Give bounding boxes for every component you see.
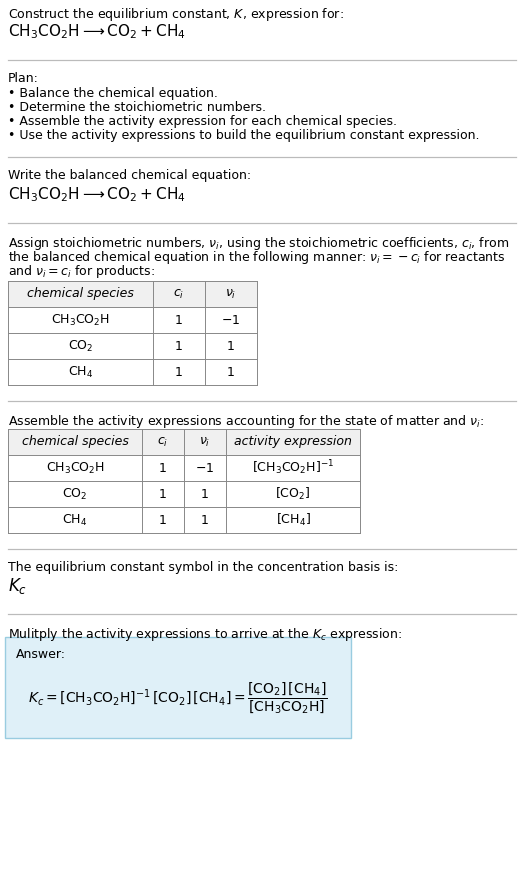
Text: and $\nu_i = c_i$ for products:: and $\nu_i = c_i$ for products: [8, 263, 155, 280]
Text: $\mathrm{CH_3CO_2H}$: $\mathrm{CH_3CO_2H}$ [51, 313, 110, 328]
Text: • Use the activity expressions to build the equilibrium constant expression.: • Use the activity expressions to build … [8, 129, 479, 142]
Bar [8, 429, 360, 455]
Text: • Assemble the activity expression for each chemical species.: • Assemble the activity expression for e… [8, 115, 397, 128]
Text: $K_c = [\mathrm{CH_3CO_2H}]^{-1}\,[\mathrm{CO_2}]\,[\mathrm{CH_4}] = \dfrac{[\ma: $K_c = [\mathrm{CH_3CO_2H}]^{-1}\,[\math… [28, 681, 328, 715]
Bar [8, 281, 257, 307]
Text: $[\mathrm{CH_3CO_2H}]^{-1}$: $[\mathrm{CH_3CO_2H}]^{-1}$ [252, 459, 334, 478]
Text: $\mathrm{CO_2}$: $\mathrm{CO_2}$ [68, 339, 93, 354]
Text: Assign stoichiometric numbers, $\nu_i$, using the stoichiometric coefficients, $: Assign stoichiometric numbers, $\nu_i$, … [8, 235, 509, 252]
Text: $[\mathrm{CO_2}]$: $[\mathrm{CO_2}]$ [275, 486, 311, 502]
Text: $K_c$: $K_c$ [8, 576, 27, 596]
Text: $\mathrm{CH_4}$: $\mathrm{CH_4}$ [62, 512, 88, 527]
Text: Write the balanced chemical equation:: Write the balanced chemical equation: [8, 169, 251, 182]
Text: the balanced chemical equation in the following manner: $\nu_i = -c_i$ for react: the balanced chemical equation in the fo… [8, 249, 506, 266]
Text: $[\mathrm{CH_4}]$: $[\mathrm{CH_4}]$ [276, 512, 310, 528]
Text: Answer:: Answer: [16, 648, 66, 661]
Text: 1: 1 [175, 365, 183, 379]
Text: $\mathrm{CO_2}$: $\mathrm{CO_2}$ [62, 486, 88, 502]
Text: Mulitply the activity expressions to arrive at the $K_c$ expression:: Mulitply the activity expressions to arr… [8, 626, 402, 643]
Text: 1: 1 [227, 339, 235, 353]
Text: Assemble the activity expressions accounting for the state of matter and $\nu_i$: Assemble the activity expressions accoun… [8, 413, 484, 430]
Text: activity expression: activity expression [234, 436, 352, 448]
Text: $c_i$: $c_i$ [173, 288, 184, 300]
Text: chemical species: chemical species [27, 288, 134, 300]
Text: The equilibrium constant symbol in the concentration basis is:: The equilibrium constant symbol in the c… [8, 561, 398, 574]
Text: $\mathrm{CH_3CO_2H}$: $\mathrm{CH_3CO_2H}$ [46, 461, 104, 476]
Text: 1: 1 [201, 513, 209, 527]
Text: $-1$: $-1$ [195, 462, 215, 475]
Text: 1: 1 [159, 513, 167, 527]
Text: 1: 1 [227, 365, 235, 379]
Text: Plan:: Plan: [8, 72, 39, 85]
Text: $\nu_i$: $\nu_i$ [199, 436, 211, 448]
Text: • Balance the chemical equation.: • Balance the chemical equation. [8, 87, 218, 100]
Text: 1: 1 [159, 462, 167, 475]
Text: $\mathrm{CH_3CO_2H} \longrightarrow \mathrm{CO_2 + CH_4}$: $\mathrm{CH_3CO_2H} \longrightarrow \mat… [8, 185, 186, 204]
Text: 1: 1 [175, 314, 183, 326]
Text: chemical species: chemical species [21, 436, 128, 448]
Text: Construct the equilibrium constant, $K$, expression for:: Construct the equilibrium constant, $K$,… [8, 6, 344, 23]
Text: • Determine the stoichiometric numbers.: • Determine the stoichiometric numbers. [8, 101, 266, 114]
Text: 1: 1 [159, 487, 167, 501]
Text: 1: 1 [201, 487, 209, 501]
Text: $\mathrm{CH_3CO_2H} \longrightarrow \mathrm{CO_2 + CH_4}$: $\mathrm{CH_3CO_2H} \longrightarrow \mat… [8, 22, 186, 41]
FancyBboxPatch shape [5, 637, 351, 738]
Text: 1: 1 [175, 339, 183, 353]
Text: $\nu_i$: $\nu_i$ [225, 288, 237, 300]
Text: $c_i$: $c_i$ [157, 436, 169, 448]
Text: $\mathrm{CH_4}$: $\mathrm{CH_4}$ [68, 364, 93, 380]
Text: $-1$: $-1$ [221, 314, 241, 326]
